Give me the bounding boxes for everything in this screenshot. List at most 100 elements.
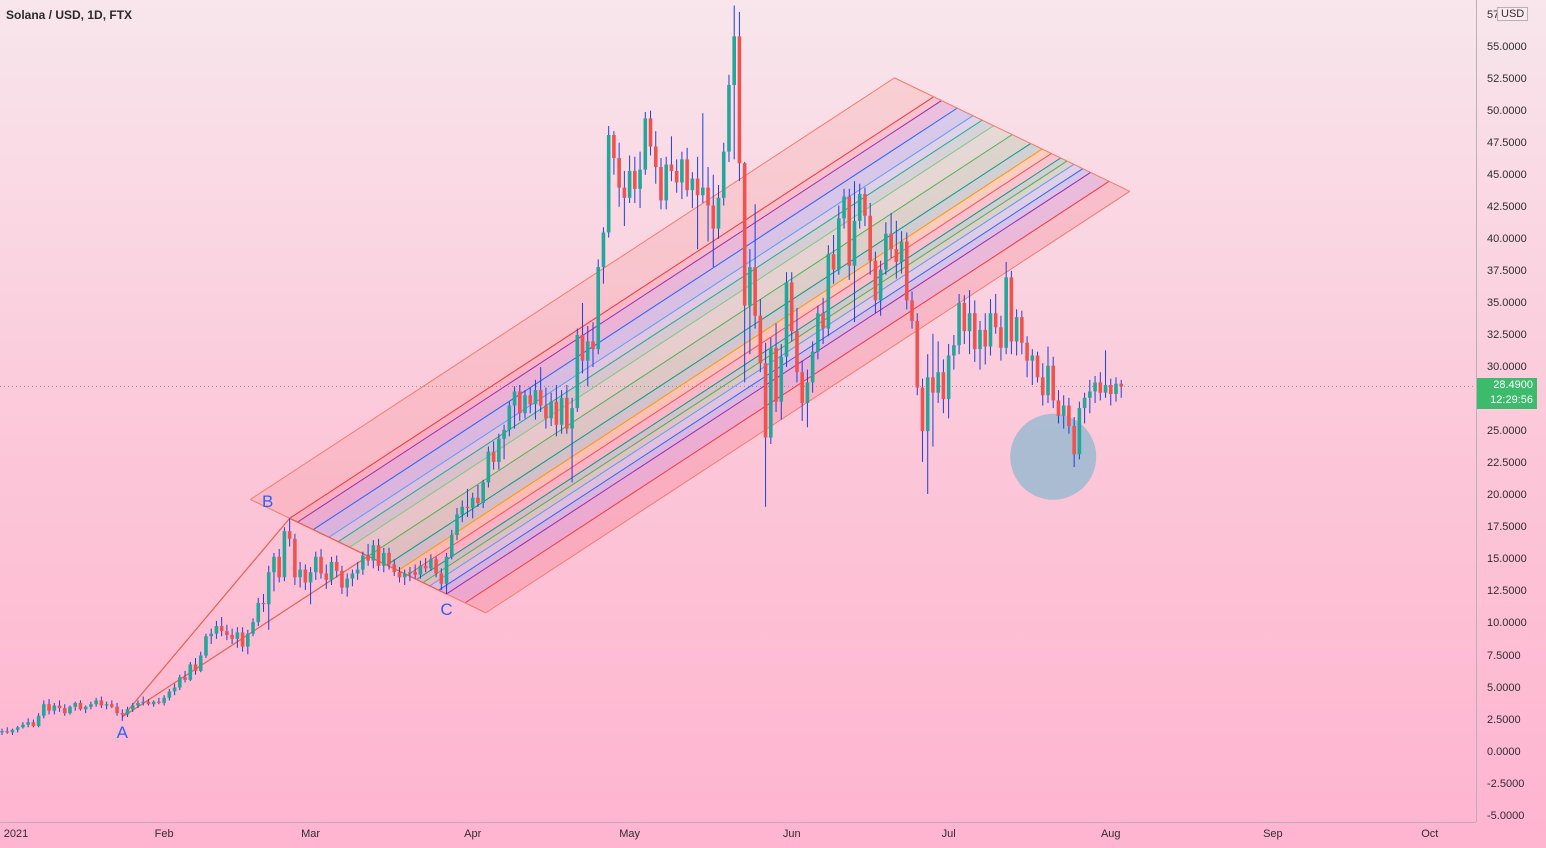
chart-plot-area[interactable]: [0, 0, 1476, 822]
candle: [502, 424, 506, 460]
candle: [528, 387, 533, 414]
time-tick-label: Sep: [1263, 828, 1283, 840]
candle: [366, 543, 370, 566]
candle: [345, 573, 349, 597]
candle: [685, 147, 689, 197]
candle-body: [481, 482, 485, 503]
time-tick-label: Jun: [782, 828, 801, 840]
candle-body: [517, 391, 522, 414]
candle-body: [1077, 408, 1082, 455]
time-axis[interactable]: 2021 Feb Mar Apr May Jun Jul Aug Sep Oct: [0, 822, 1476, 848]
candle: [293, 533, 297, 585]
candle: [376, 538, 381, 571]
candle-body: [392, 564, 397, 573]
candle: [1051, 356, 1056, 409]
pitchfork-level-line: [337, 119, 983, 543]
candle: [1056, 390, 1061, 424]
candle-body: [627, 170, 632, 198]
candle-body: [230, 634, 234, 639]
candle-body: [664, 164, 669, 201]
candle-body: [68, 706, 72, 714]
candle: [209, 628, 213, 644]
pitchfork-level-line: [397, 148, 1043, 572]
candle-body: [355, 569, 360, 574]
candle: [1098, 372, 1103, 401]
candle: [130, 702, 135, 712]
candle: [643, 111, 648, 175]
candle-body: [178, 677, 182, 688]
candle-body: [633, 170, 637, 189]
pitchfork-band: [250, 77, 934, 519]
candle-body: [575, 335, 580, 409]
candle: [0, 728, 4, 735]
candle-body: [1056, 400, 1061, 416]
candle: [674, 159, 679, 193]
candle-body: [397, 572, 402, 578]
candle: [821, 297, 825, 344]
candle: [57, 700, 62, 712]
candle: [706, 167, 710, 242]
candle-body: [889, 233, 893, 250]
candle-body: [716, 197, 721, 229]
candle: [716, 185, 721, 239]
candle: [266, 565, 271, 630]
candle-body: [261, 602, 266, 605]
candle: [408, 567, 412, 582]
candle-body: [0, 731, 4, 733]
candle: [1103, 350, 1108, 398]
candle: [1061, 395, 1066, 429]
candle: [967, 290, 972, 355]
last-price-label: 28.4900 12:29:56: [1477, 378, 1537, 409]
pitchfork-lines: [250, 77, 1131, 614]
candle-body: [894, 249, 899, 262]
candle-body: [240, 632, 245, 647]
candle-body: [104, 704, 109, 706]
pitchfork-level-line: [312, 107, 958, 531]
candle-body: [528, 395, 533, 405]
candle-body: [10, 729, 15, 733]
candle: [1082, 392, 1087, 424]
candle-body: [162, 697, 166, 703]
candle: [701, 113, 705, 203]
price-axis[interactable]: 57.500055.000052.500050.000047.500045.00…: [1476, 0, 1546, 822]
candle: [486, 446, 491, 488]
candle-body: [643, 118, 648, 170]
candle: [784, 272, 789, 368]
pitchfork-band: [313, 108, 973, 538]
candle: [805, 369, 810, 428]
candle: [899, 231, 904, 274]
price-tick-label: 7.5000: [1487, 649, 1521, 662]
candle-body: [873, 260, 878, 301]
candle: [585, 326, 590, 387]
time-tick-label: Apr: [464, 828, 482, 840]
candle-body: [491, 451, 496, 462]
candle: [638, 151, 642, 209]
candle-body: [89, 704, 93, 707]
candle-body: [857, 193, 862, 221]
candle-body: [256, 602, 261, 623]
currency-badge[interactable]: USD: [1497, 7, 1529, 21]
candle-body: [617, 158, 621, 188]
candle-body: [648, 118, 653, 147]
candle: [298, 561, 302, 588]
candle: [544, 387, 548, 429]
candle: [397, 567, 402, 583]
candle-body: [554, 401, 559, 425]
candle-body: [1035, 355, 1040, 378]
candle: [1072, 417, 1076, 468]
candle: [1004, 261, 1008, 355]
candle-body: [36, 715, 41, 727]
candle: [946, 343, 951, 419]
candle-body: [847, 196, 852, 266]
candle: [198, 651, 203, 673]
candle: [15, 726, 20, 733]
candle-body: [130, 705, 135, 710]
candle-body: [810, 351, 815, 383]
candle-body: [449, 534, 454, 557]
candle: [878, 260, 883, 316]
pivot-label-a: A: [116, 723, 128, 743]
candle: [612, 131, 616, 175]
candle: [988, 299, 993, 356]
candle-body: [1108, 384, 1113, 394]
candle: [748, 249, 752, 355]
